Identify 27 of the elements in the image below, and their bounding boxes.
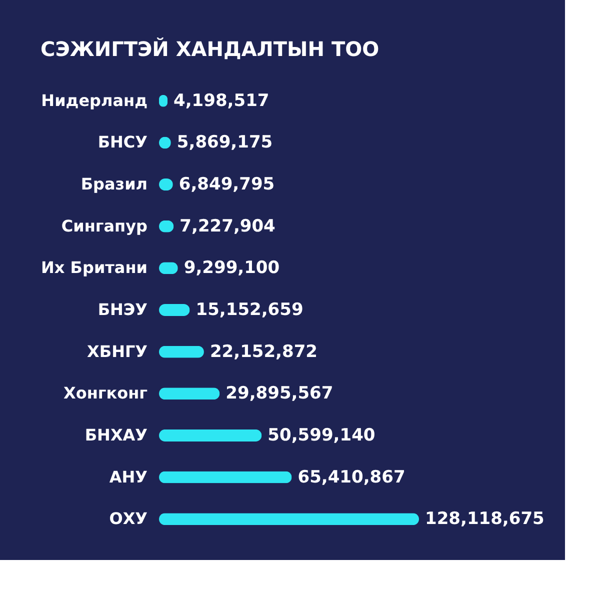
y-tick-label: Хонгконг <box>63 384 148 403</box>
y-tick-label: БНХАУ <box>84 425 148 444</box>
chart-title: СЭЖИГТЭЙ ХАНДАЛТЫН ТОО <box>40 37 380 61</box>
y-tick-label: БНСУ <box>98 132 148 152</box>
data-label: 5,869,175 <box>176 132 273 153</box>
data-label: 29,895,567 <box>226 384 334 404</box>
y-tick-label: ОХУ <box>109 509 148 528</box>
y-tick-label: Нидерланд <box>41 90 148 110</box>
data-label: 6,849,795 <box>178 174 275 195</box>
bar <box>159 513 419 526</box>
data-label: 7,227,904 <box>180 216 276 236</box>
y-tick-label: ХБНГУ <box>87 342 148 361</box>
y-tick-label: БНЭУ <box>98 300 148 319</box>
data-label: 128,118,675 <box>425 509 544 530</box>
data-label: 9,299,100 <box>184 258 280 278</box>
bar <box>159 429 262 442</box>
y-tick-label: Сингапур <box>61 216 148 236</box>
data-label: 65,410,867 <box>298 467 406 488</box>
data-label: 15,152,659 <box>196 300 304 320</box>
y-tick-label: Бразил <box>80 174 148 194</box>
data-label: 22,152,872 <box>210 342 318 362</box>
bar <box>159 388 220 400</box>
data-label: 50,599,140 <box>268 425 376 446</box>
y-tick-label: Их Британи <box>41 258 148 278</box>
y-tick-label: АНУ <box>109 467 148 486</box>
data-label: 4,198,517 <box>174 90 270 111</box>
bar <box>159 471 292 484</box>
